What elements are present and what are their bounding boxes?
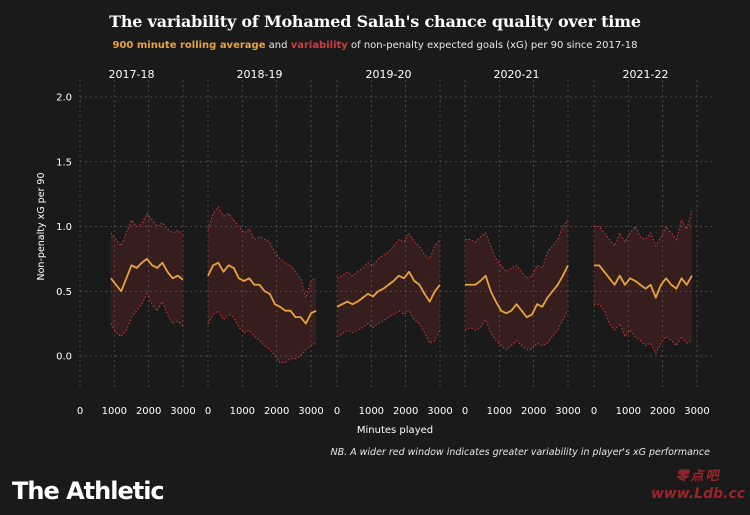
watermark: 零点吧 www.Ldb.cc bbox=[648, 465, 748, 502]
x-tick-label: 1000 bbox=[102, 406, 127, 417]
y-axis-label: Non-penalty xG per 90 bbox=[36, 173, 47, 281]
y-tick-label: 2.0 bbox=[56, 93, 72, 104]
x-tick-label: 2000 bbox=[136, 406, 161, 417]
variability-band bbox=[208, 207, 317, 363]
watermark-url: www.Ldb.cc bbox=[650, 486, 746, 502]
x-tick-label: 0 bbox=[334, 406, 340, 417]
chart-title: The variability of Mohamed Salah's chanc… bbox=[109, 12, 641, 31]
x-tick-label: 3000 bbox=[684, 406, 709, 417]
footnote: NB. A wider red window indicates greater… bbox=[330, 447, 710, 458]
x-tick-label: 2000 bbox=[650, 406, 675, 417]
x-tick-label: 3000 bbox=[298, 406, 323, 417]
subtitle-and: and bbox=[268, 40, 288, 51]
x-tick-label: 2000 bbox=[521, 406, 546, 417]
season-label: 2017-18 bbox=[109, 68, 155, 81]
variability-lower-bound bbox=[464, 310, 569, 351]
rolling-average-line bbox=[336, 270, 441, 308]
season-label: 2018-19 bbox=[237, 68, 283, 81]
x-tick-label: 2000 bbox=[264, 406, 289, 417]
variability-band bbox=[594, 210, 692, 354]
rolling-average-line bbox=[465, 264, 569, 319]
variability-lower-bound bbox=[594, 303, 693, 355]
x-tick-label: 0 bbox=[205, 406, 211, 417]
chart-subtitle: 900 minute rolling average and variabili… bbox=[0, 40, 750, 51]
y-tick-label: 0.5 bbox=[56, 287, 72, 298]
x-tick-label: 1000 bbox=[230, 406, 255, 417]
variability-band bbox=[337, 232, 440, 344]
x-tick-label: 3000 bbox=[427, 406, 452, 417]
x-tick-label: 0 bbox=[77, 406, 83, 417]
variability-lower-bound bbox=[110, 292, 184, 338]
variability-upper-bound bbox=[110, 212, 184, 247]
subtitle-variability-label: variability bbox=[290, 40, 348, 51]
variability-band bbox=[465, 220, 568, 350]
the-athletic-logo: The Athletic bbox=[12, 477, 165, 505]
subtitle-average-label: 900 minute rolling average bbox=[112, 40, 266, 51]
x-tick-label: 1000 bbox=[359, 406, 384, 417]
x-tick-label: 3000 bbox=[170, 406, 195, 417]
x-tick-label: 1000 bbox=[487, 406, 512, 417]
variability-lower-bound bbox=[207, 309, 317, 363]
x-tick-label: 0 bbox=[462, 406, 468, 417]
variability-upper-bound bbox=[207, 206, 317, 300]
x-tick-label: 0 bbox=[591, 406, 597, 417]
rolling-average-line bbox=[110, 257, 184, 293]
season-label: 2019-20 bbox=[366, 68, 412, 81]
subtitle-rest: of non-penalty expected goals (xG) per 9… bbox=[351, 40, 638, 51]
rolling-average-line bbox=[207, 261, 317, 325]
y-tick-label: 1.0 bbox=[56, 222, 72, 233]
variability-upper-bound bbox=[465, 219, 569, 279]
season-label: 2021-22 bbox=[623, 68, 669, 81]
x-tick-label: 1000 bbox=[616, 406, 641, 417]
y-tick-label: 1.5 bbox=[56, 157, 72, 168]
rolling-average-line bbox=[594, 264, 693, 299]
variability-band bbox=[110, 213, 183, 337]
x-tick-label: 2000 bbox=[393, 406, 418, 417]
x-axis-label: Minutes played bbox=[357, 425, 433, 436]
season-label: 2020-21 bbox=[494, 68, 540, 81]
y-tick-label: 0.0 bbox=[56, 352, 72, 363]
watermark-chinese-text: 零点吧 bbox=[675, 469, 721, 484]
x-tick-label: 3000 bbox=[555, 406, 580, 417]
